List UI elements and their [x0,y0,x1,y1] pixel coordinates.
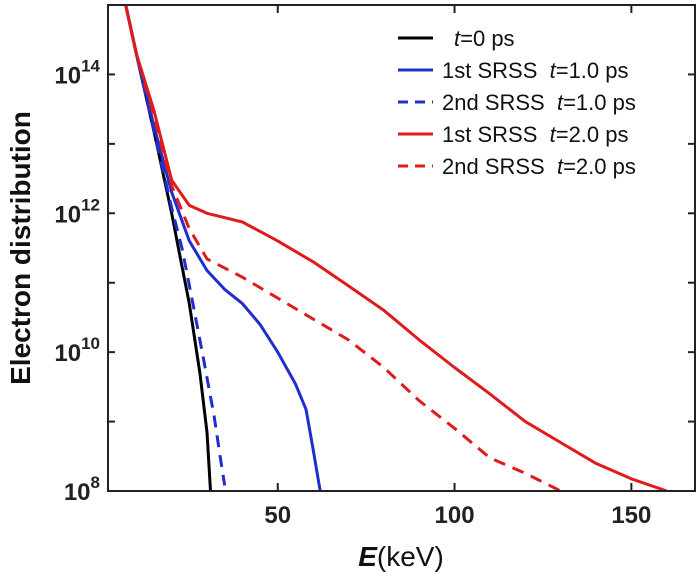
x-tick-label: 150 [611,502,651,529]
y-tick-label: 1010 [54,334,100,367]
x-tick-label: 100 [435,502,475,529]
legend-label-value: =2.0 ps [556,122,629,147]
y-tick-exponent: 14 [81,56,100,75]
plot-frame [107,4,696,492]
x-axis-ticks: 50 100 150 [264,5,651,529]
legend-label-var: t [454,26,461,51]
y-tick-base: 10 [54,201,81,228]
series-line-5 [124,5,562,491]
legend-label-5: 2nd SRSS t=2.0 ps [442,154,636,179]
y-tick-base: 10 [54,62,81,89]
legend-label-value: =0 ps [460,26,514,51]
y-tick-exponent: 8 [91,473,100,492]
y-tick-label: 108 [64,473,100,506]
legend-label-prefix: 2nd SRSS [442,90,557,115]
legend-label-var: t [550,122,557,147]
legend-label-3: 2nd SRSS t=1.0 ps [442,90,636,115]
y-tick-label: 1014 [54,56,100,89]
legend-label-value: =1.0 ps [556,58,629,83]
series-layer [124,5,668,491]
legend-label-prefix: 1st SRSS [442,58,550,83]
legend-label-prefix: 2nd SRSS [442,154,557,179]
y-axis-label: Electron distribution [5,111,36,385]
legend-label-value: =1.0 ps [563,90,636,115]
x-tick-label: 50 [264,502,291,529]
legend-label-var: t [550,58,557,83]
legend-label-var: t [557,90,564,115]
y-tick-base: 10 [54,340,81,367]
y-tick-exponent: 12 [81,195,100,214]
y-tick-exponent: 10 [81,334,100,353]
legend-label-prefix: 1st SRSS [442,122,550,147]
y-tick-base: 10 [64,479,91,506]
x-axis-label-var: E [358,541,378,572]
legend-label-4: 1st SRSS t=2.0 ps [442,122,629,147]
legend-label-1: t=0 ps [454,26,515,51]
series-line-2 [124,5,322,491]
x-axis-label: E(keV) [358,541,444,572]
legend-label-var: t [557,154,564,179]
legend-label-2: 1st SRSS t=1.0 ps [442,58,629,83]
series-line-3 [124,5,227,486]
y-tick-label: 1012 [54,195,100,228]
legend-label-value: =2.0 ps [563,154,636,179]
x-axis-label-unit: (keV) [377,541,444,572]
